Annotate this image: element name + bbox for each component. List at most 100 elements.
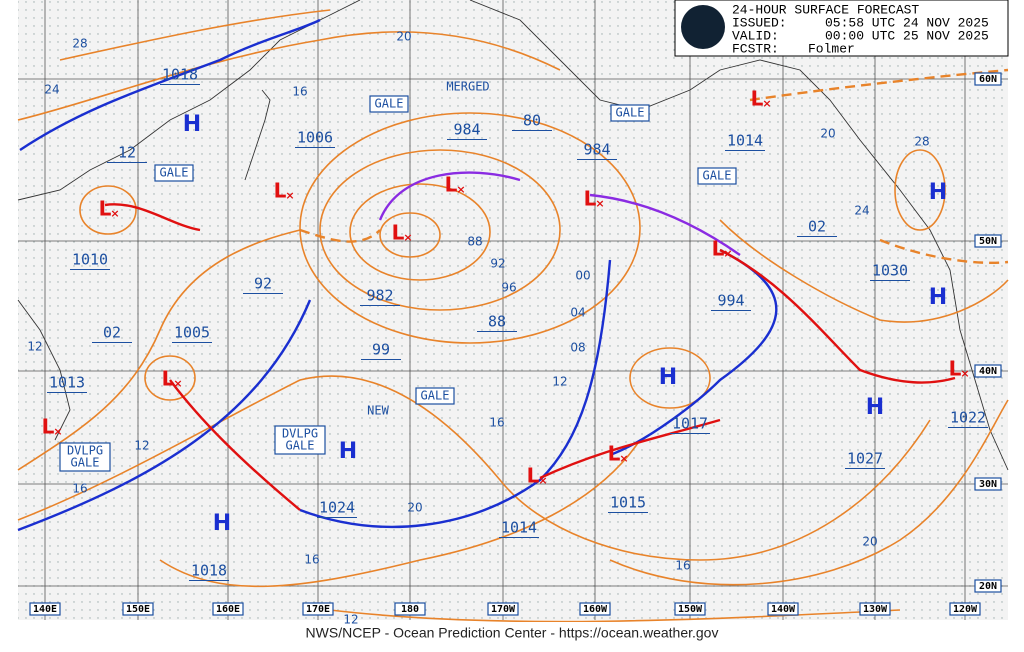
pressure-label: 12 [118,144,136,162]
isobars [17,9,1009,623]
pressure-label: 99 [372,341,390,359]
label-underline [172,342,212,343]
label-box [29,602,61,616]
label-underline [845,468,885,469]
low-x: × [285,189,294,202]
low-x: × [538,474,547,487]
valid-label: VALID: [732,28,779,43]
gale-label: GALE [616,106,645,120]
developing-gale-label: DVLPG [282,427,318,441]
low-center: L [445,173,458,197]
longitude-label: 150W [678,604,703,615]
high-center: H [183,112,201,137]
header-title: 24-HOUR SURFACE FORECAST [732,2,919,17]
pressure-label: 1013 [49,374,85,392]
label-underline [92,342,132,343]
label-box [487,602,519,616]
low-x: × [173,377,182,390]
label-box [59,442,111,472]
high-center: H [213,511,231,536]
isobar-label: 20 [396,30,411,44]
label-box [974,72,1002,86]
forecaster: Folmer [808,41,855,56]
pressure-label: 02 [808,218,826,236]
label-underline [512,130,552,131]
low-center: L [42,415,55,439]
label-box [579,602,611,616]
pressure-label: 80 [523,112,541,130]
issued: 05:58 UTC 24 NOV 2025 [825,15,989,30]
footer: NWS/NCEP - Ocean Prediction Center - htt… [306,625,719,641]
valid: 00:00 UTC 25 NOV 2025 [825,28,989,43]
high-center: H [339,439,357,464]
label-box [974,477,1002,491]
isobar-label: 96 [501,281,516,295]
low-center: L [527,464,540,488]
label-box [415,387,455,405]
label-underline [160,84,200,85]
label-underline [360,305,400,306]
low-x: × [619,452,628,465]
label-box [974,579,1002,593]
pressure-label: 1018 [162,66,198,84]
label-underline [317,517,357,518]
label-box [697,167,737,185]
pressure-label: 1018 [191,562,227,580]
latitude-label: 40N [979,366,997,377]
gale-label: GALE [375,97,404,111]
map-dots [18,0,1008,620]
coastlines [17,0,1009,471]
label-box [974,234,1002,248]
label-box [302,602,334,616]
longitude-label: 160E [216,604,240,615]
isobar-label: 04 [570,306,585,320]
pressure-label: 1010 [72,251,108,269]
pressure-label: 1015 [610,494,646,512]
label-underline [189,580,229,581]
pressure-label: 1027 [847,450,883,468]
low-center: L [751,87,764,111]
label-underline [711,310,751,311]
label-box [859,602,891,616]
label-underline [295,147,335,148]
isobar-label: 12 [552,375,567,389]
gale-label: GALE [160,166,189,180]
header-box: 24-HOUR SURFACE FORECAST ISSUED: 05:58 U… [674,0,1009,57]
isobar-label: 28 [914,135,929,149]
pressure-label: 982 [366,287,393,305]
longitude-label: 120W [953,604,978,615]
longitude-label: 140E [33,604,57,615]
pressure-label: 1014 [727,132,763,150]
low-center: L [274,179,287,203]
low-center: L [712,237,725,261]
label-underline [499,537,539,538]
isobar-label: 00 [575,269,590,283]
isobar-label: 28 [72,37,87,51]
latitude-label: 30N [979,479,997,490]
longitude-label: 170E [306,604,330,615]
fronts [17,18,1009,532]
isobar-label: 12 [134,439,149,453]
pressure-label: 88 [488,313,506,331]
low-center: L [584,187,597,211]
pressure-label: 1005 [174,324,210,342]
low-x: × [595,197,604,210]
latitude-label: 60N [979,74,997,85]
isobar-label: 16 [675,559,690,573]
label-underline [670,433,710,434]
isobar-label: 12 [27,340,42,354]
low-x: × [456,183,465,196]
issued-label: ISSUED: [732,15,787,30]
label-underline [477,331,517,332]
pressure-label: 1024 [319,499,355,517]
high-center: H [659,365,677,390]
label-box [949,602,981,616]
low-center: L [392,221,405,245]
label-box [394,602,426,616]
label-box [122,602,154,616]
graticule [18,0,1008,620]
isobar-label: 92 [490,257,505,271]
isobar-label: 08 [570,341,585,355]
isobar-label: 16 [489,416,504,430]
